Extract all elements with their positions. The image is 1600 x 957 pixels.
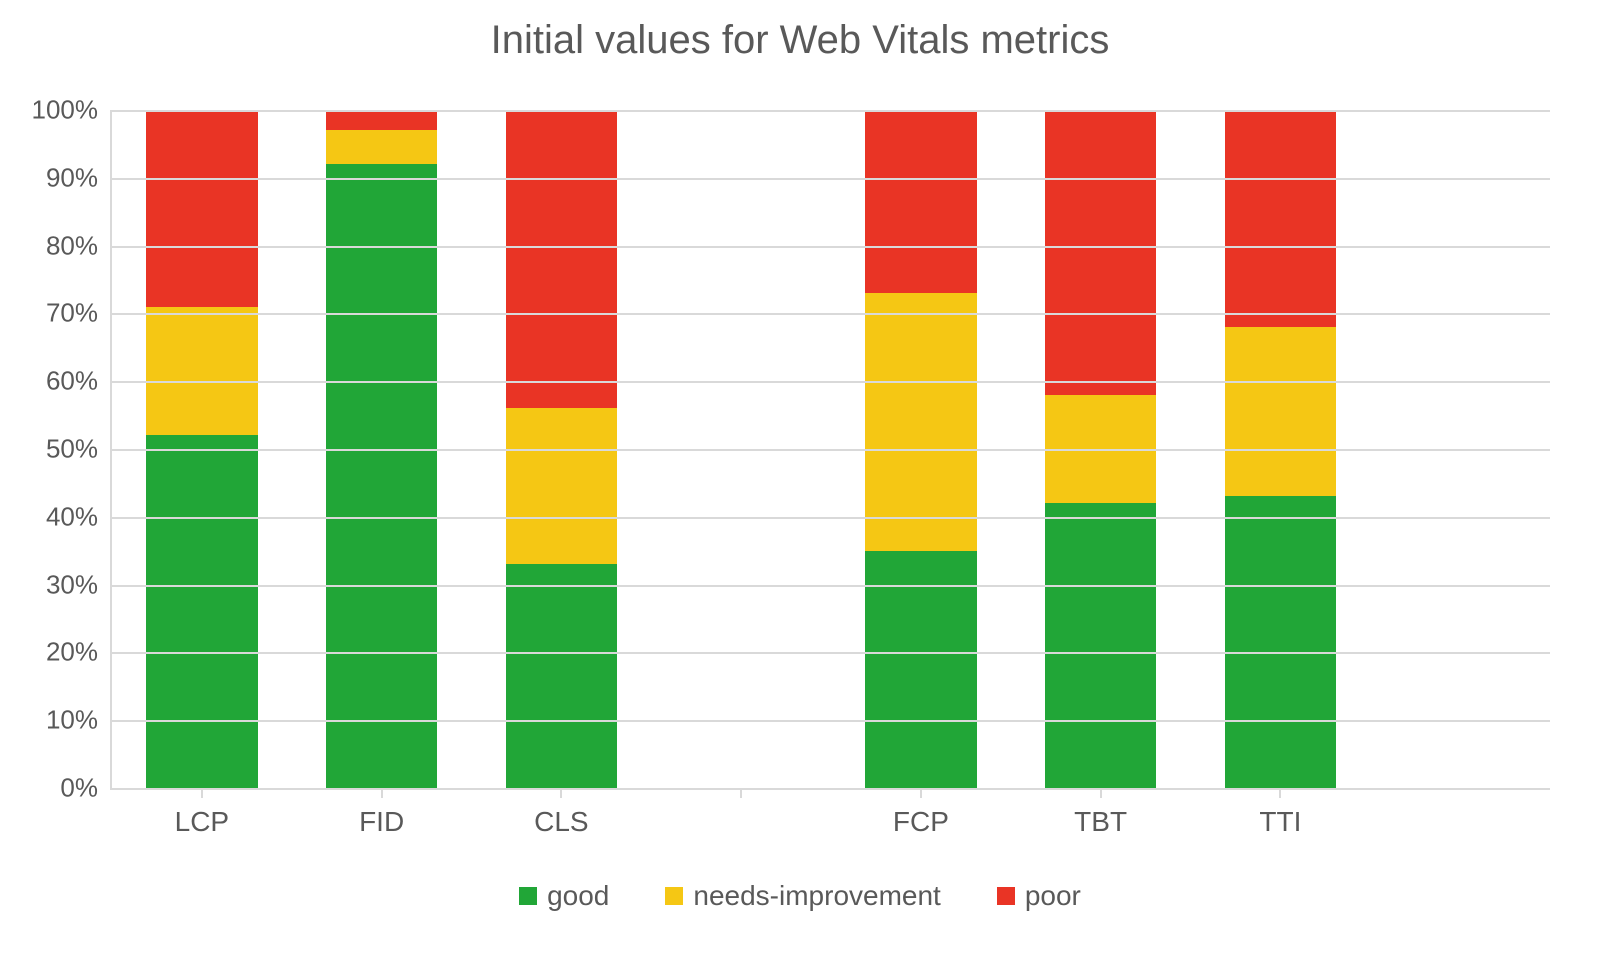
bar-segment-good <box>146 435 257 788</box>
bar-segment-good <box>1045 503 1156 788</box>
gridline <box>112 178 1550 180</box>
legend-swatch <box>997 887 1015 905</box>
x-axis-label: FCP <box>893 788 949 838</box>
bar-segment-poor <box>865 110 976 293</box>
y-axis-label: 30% <box>46 569 112 600</box>
y-axis-label: 0% <box>60 773 112 804</box>
bar-segment-poor <box>1045 110 1156 395</box>
y-axis-label: 80% <box>46 230 112 261</box>
bar-segment-needs <box>326 130 437 164</box>
bar-segment-good <box>326 164 437 788</box>
y-axis-label: 50% <box>46 434 112 465</box>
legend-label: poor <box>1025 880 1081 912</box>
x-axis-label: TTI <box>1259 788 1301 838</box>
gridline <box>112 720 1550 722</box>
legend-item-needs: needs-improvement <box>665 880 940 912</box>
bar-segment-good <box>506 564 617 788</box>
legend-swatch <box>519 887 537 905</box>
legend-item-poor: poor <box>997 880 1081 912</box>
legend-item-good: good <box>519 880 609 912</box>
x-axis-label: FID <box>359 788 404 838</box>
chart-title: Initial values for Web Vitals metrics <box>0 18 1600 63</box>
bar-segment-needs <box>865 293 976 551</box>
gridline <box>112 585 1550 587</box>
gridline <box>112 652 1550 654</box>
y-axis-label: 100% <box>32 95 113 126</box>
bar-segment-needs <box>506 408 617 564</box>
y-axis-label: 40% <box>46 501 112 532</box>
gridline <box>112 246 1550 248</box>
bar-segment-needs <box>1225 327 1336 497</box>
legend-swatch <box>665 887 683 905</box>
y-axis-label: 20% <box>46 637 112 668</box>
x-axis-label: TBT <box>1074 788 1127 838</box>
bar-segment-good <box>1225 496 1336 788</box>
plot-area: LCPFIDCLSFCPTBTTTI 0%10%20%30%40%50%60%7… <box>110 110 1550 790</box>
legend-label: good <box>547 880 609 912</box>
gridline <box>112 313 1550 315</box>
bar-segment-poor <box>506 110 617 408</box>
bar-segment-poor <box>146 110 257 307</box>
bar-segment-poor <box>1225 110 1336 327</box>
web-vitals-chart: Initial values for Web Vitals metrics LC… <box>0 0 1600 957</box>
legend-label: needs-improvement <box>693 880 940 912</box>
y-axis-label: 70% <box>46 298 112 329</box>
x-axis-label: CLS <box>534 788 588 838</box>
y-axis-label: 90% <box>46 162 112 193</box>
bar-segment-needs <box>146 307 257 436</box>
legend: good needs-improvement poor <box>0 880 1600 912</box>
x-tick <box>740 788 742 798</box>
x-axis-label: LCP <box>175 788 229 838</box>
gridline <box>112 381 1550 383</box>
gridline <box>112 517 1550 519</box>
gridline <box>112 449 1550 451</box>
gridline <box>112 110 1550 112</box>
y-axis-label: 60% <box>46 366 112 397</box>
bar-segment-poor <box>326 110 437 130</box>
y-axis-label: 10% <box>46 705 112 736</box>
